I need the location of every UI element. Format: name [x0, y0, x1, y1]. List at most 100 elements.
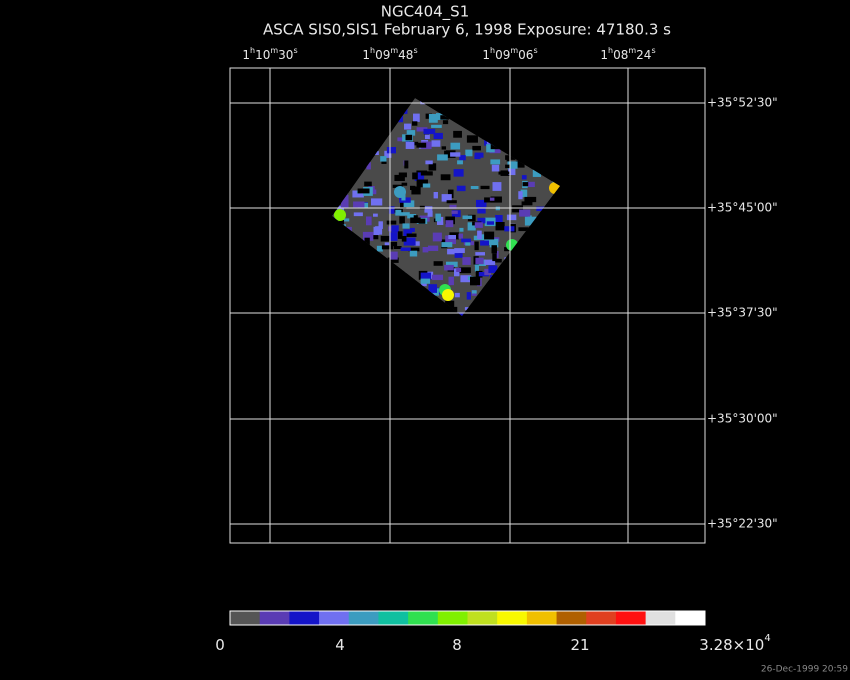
pixel [384, 242, 393, 246]
ra-label: 1h10m30s [242, 46, 297, 62]
colorbar-segment [467, 611, 498, 625]
pixel [440, 115, 449, 120]
pixel [384, 150, 392, 158]
dec-label: +35°37'30" [707, 306, 778, 320]
pixel [523, 181, 535, 188]
pixel [371, 198, 383, 206]
dec-label: +35°22'30" [707, 517, 778, 531]
pixel [390, 251, 398, 260]
pixel [405, 134, 413, 141]
pixel [489, 197, 495, 201]
pixel [337, 218, 350, 222]
colorbar-frame [229, 610, 706, 626]
pixel [524, 196, 537, 203]
pixel [488, 265, 498, 273]
pixel [466, 135, 478, 143]
colorbar-segment [319, 611, 350, 625]
pixel [378, 221, 383, 229]
pixel [474, 241, 479, 251]
pixel [401, 236, 407, 242]
dec-label: +35°30'00" [707, 412, 778, 426]
pixel [432, 232, 442, 242]
pixel [536, 206, 547, 212]
ra-label-part: m [390, 46, 398, 55]
pixel [477, 230, 482, 240]
ra-label-part: s [293, 46, 297, 55]
pixel [427, 210, 433, 217]
ra-label-part: h [370, 46, 375, 55]
colorbar-segment [526, 611, 558, 625]
pixel [448, 189, 454, 199]
pixel [421, 141, 432, 150]
pixel [480, 185, 490, 190]
pixel [431, 124, 442, 128]
pixel [416, 127, 428, 132]
pixel [428, 163, 437, 171]
colorbar-label-part: 21 [570, 636, 589, 654]
colorbar-segment [645, 611, 676, 625]
pixel [470, 276, 481, 286]
ra-label: 1h09m48s [362, 46, 417, 62]
pixel [352, 190, 364, 198]
pixel [475, 252, 485, 256]
ra-label-part: 48 [398, 48, 413, 62]
pixel [446, 200, 457, 204]
colorbar-segment [230, 611, 261, 625]
pixel [387, 257, 399, 263]
pixel [450, 142, 461, 150]
dec-label: +35°52'30" [707, 96, 778, 110]
pixel [495, 222, 505, 231]
pixel [453, 130, 462, 138]
ra-label-part: 09 [495, 48, 510, 62]
pixel [437, 154, 448, 161]
pixel [419, 205, 425, 210]
colorbar-label-part: 4 [335, 636, 345, 654]
pixel [412, 121, 418, 126]
pixel [447, 249, 459, 255]
pixel [425, 113, 433, 119]
pixel [416, 179, 428, 188]
pixel [459, 155, 466, 161]
pixel [428, 114, 438, 123]
colorbar-segment [497, 611, 528, 625]
pixel [493, 258, 502, 263]
pixel [389, 241, 398, 247]
ra-label-part: m [510, 46, 518, 55]
ra-label-part: 24 [636, 48, 651, 62]
pixel [505, 164, 510, 169]
colorbar-segment [378, 611, 409, 625]
pixel [357, 188, 370, 194]
pixel [425, 160, 433, 165]
ra-label: 1h09m06s [482, 46, 537, 62]
pixel [423, 128, 436, 135]
pixel [459, 227, 464, 232]
pixel [420, 171, 433, 176]
pixel [380, 156, 387, 162]
pixel [407, 214, 417, 219]
pixel [445, 220, 454, 228]
pixel [392, 184, 403, 188]
dec-label: +35°45'00" [707, 201, 778, 215]
pixel [433, 192, 438, 199]
pixel [465, 149, 473, 157]
colorbar-segment [348, 611, 379, 625]
pixel [456, 267, 462, 272]
pixel [490, 196, 502, 203]
pixel [518, 227, 529, 232]
pixel [441, 242, 453, 248]
pixel [403, 200, 415, 208]
pixel [453, 169, 464, 177]
pixel [391, 225, 399, 233]
ra-label-part: 1 [242, 48, 250, 62]
pixel [471, 290, 477, 294]
colorbar-segment [259, 611, 290, 625]
colorbar-segment [675, 611, 706, 625]
pixel [484, 259, 496, 266]
pixel [484, 268, 492, 276]
ra-label-part: 08 [613, 48, 628, 62]
pixel [476, 199, 487, 208]
pixel [454, 268, 460, 277]
pixel [477, 217, 486, 224]
pixel [454, 253, 463, 258]
